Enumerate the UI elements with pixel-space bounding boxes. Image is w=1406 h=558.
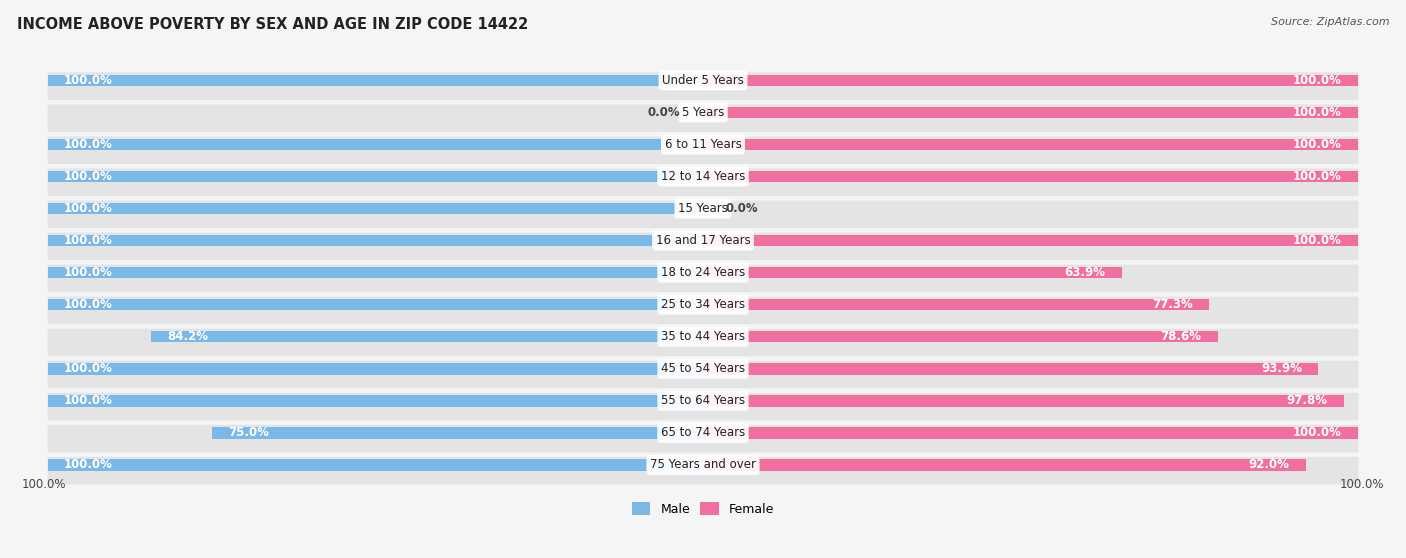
Bar: [152, 331, 703, 343]
FancyBboxPatch shape: [48, 329, 1358, 356]
Text: 75 Years and over: 75 Years and over: [650, 458, 756, 472]
Text: 5 Years: 5 Years: [682, 106, 724, 119]
Text: 100.0%: 100.0%: [65, 234, 112, 247]
Text: 100.0%: 100.0%: [65, 266, 112, 279]
Text: 100.0%: 100.0%: [65, 138, 112, 151]
FancyBboxPatch shape: [48, 393, 1358, 420]
Bar: [703, 107, 1358, 118]
Text: 18 to 24 Years: 18 to 24 Years: [661, 266, 745, 279]
Text: 78.6%: 78.6%: [1160, 330, 1202, 343]
Text: 45 to 54 Years: 45 to 54 Years: [661, 362, 745, 375]
Text: 100.0%: 100.0%: [1294, 234, 1341, 247]
Bar: [48, 459, 703, 470]
FancyBboxPatch shape: [48, 457, 1358, 484]
Text: 100.0%: 100.0%: [65, 298, 112, 311]
FancyBboxPatch shape: [48, 136, 1358, 164]
Bar: [48, 395, 703, 407]
Bar: [48, 203, 703, 214]
FancyBboxPatch shape: [48, 200, 1358, 228]
Text: 97.8%: 97.8%: [1286, 395, 1327, 407]
Text: 12 to 14 Years: 12 to 14 Years: [661, 170, 745, 183]
Bar: [703, 203, 723, 214]
FancyBboxPatch shape: [48, 264, 1358, 292]
Bar: [703, 235, 1358, 246]
Text: 100.0%: 100.0%: [65, 395, 112, 407]
FancyBboxPatch shape: [48, 297, 1358, 324]
FancyBboxPatch shape: [48, 360, 1358, 388]
Bar: [48, 138, 703, 150]
Bar: [703, 299, 1209, 310]
Bar: [703, 459, 1306, 470]
Text: 100.0%: 100.0%: [65, 458, 112, 472]
Text: 16 and 17 Years: 16 and 17 Years: [655, 234, 751, 247]
Text: 100.0%: 100.0%: [1340, 478, 1385, 490]
Text: 100.0%: 100.0%: [65, 362, 112, 375]
Text: 100.0%: 100.0%: [65, 202, 112, 215]
FancyBboxPatch shape: [48, 425, 1358, 453]
Text: INCOME ABOVE POVERTY BY SEX AND AGE IN ZIP CODE 14422: INCOME ABOVE POVERTY BY SEX AND AGE IN Z…: [17, 17, 529, 32]
FancyBboxPatch shape: [48, 233, 1358, 260]
Text: 100.0%: 100.0%: [1294, 138, 1341, 151]
Bar: [48, 235, 703, 246]
Text: 100.0%: 100.0%: [21, 478, 66, 490]
Bar: [48, 299, 703, 310]
Bar: [703, 331, 1218, 343]
Text: 100.0%: 100.0%: [1294, 170, 1341, 183]
Bar: [48, 75, 703, 86]
Legend: Male, Female: Male, Female: [627, 498, 779, 521]
Text: 35 to 44 Years: 35 to 44 Years: [661, 330, 745, 343]
Text: 75.0%: 75.0%: [228, 426, 269, 439]
Bar: [48, 363, 703, 374]
Text: 63.9%: 63.9%: [1064, 266, 1105, 279]
Bar: [703, 395, 1344, 407]
Text: 25 to 34 Years: 25 to 34 Years: [661, 298, 745, 311]
Bar: [703, 267, 1122, 278]
Bar: [703, 171, 1358, 182]
Bar: [683, 107, 703, 118]
Text: 100.0%: 100.0%: [1294, 106, 1341, 119]
Text: Under 5 Years: Under 5 Years: [662, 74, 744, 87]
FancyBboxPatch shape: [48, 73, 1358, 100]
FancyBboxPatch shape: [48, 169, 1358, 196]
Text: 100.0%: 100.0%: [1294, 74, 1341, 87]
Bar: [703, 138, 1358, 150]
Bar: [703, 427, 1358, 439]
Bar: [703, 363, 1319, 374]
Text: 6 to 11 Years: 6 to 11 Years: [665, 138, 741, 151]
Text: 93.9%: 93.9%: [1261, 362, 1302, 375]
Text: 100.0%: 100.0%: [1294, 426, 1341, 439]
Text: 15 Years: 15 Years: [678, 202, 728, 215]
Bar: [703, 75, 1358, 86]
Text: 77.3%: 77.3%: [1153, 298, 1194, 311]
Bar: [48, 267, 703, 278]
Text: 92.0%: 92.0%: [1249, 458, 1289, 472]
Text: 0.0%: 0.0%: [725, 202, 759, 215]
Bar: [48, 171, 703, 182]
Text: 65 to 74 Years: 65 to 74 Years: [661, 426, 745, 439]
Text: 84.2%: 84.2%: [167, 330, 208, 343]
Bar: [211, 427, 703, 439]
Text: 100.0%: 100.0%: [65, 170, 112, 183]
Text: Source: ZipAtlas.com: Source: ZipAtlas.com: [1271, 17, 1389, 27]
FancyBboxPatch shape: [48, 104, 1358, 132]
Text: 100.0%: 100.0%: [65, 74, 112, 87]
Text: 55 to 64 Years: 55 to 64 Years: [661, 395, 745, 407]
Text: 0.0%: 0.0%: [647, 106, 681, 119]
